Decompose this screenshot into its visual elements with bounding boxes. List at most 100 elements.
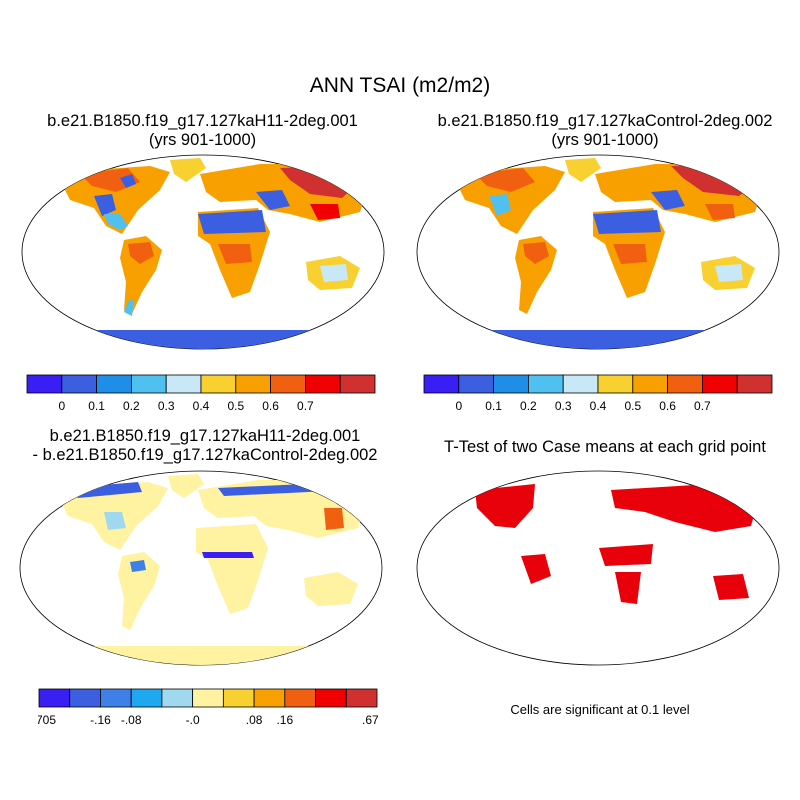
east-asia xyxy=(310,204,340,220)
colorbar-swatch xyxy=(38,688,71,708)
colorbar-swatch xyxy=(304,374,341,394)
colorbar-label: 0.7 xyxy=(297,399,314,413)
north-america xyxy=(455,166,565,234)
colorbar-swatch xyxy=(345,688,378,708)
panel-2-title-line2: (yrs 901-1000) xyxy=(551,131,659,149)
colorbar-label: .6797 xyxy=(362,713,378,727)
colorbar-swatch xyxy=(701,374,738,394)
congo xyxy=(613,244,647,264)
panel-3-title-line1: b.e21.B1850.f19_g17.127kaH11-2deg.001 xyxy=(49,427,361,445)
amazon xyxy=(130,560,146,572)
map-significance xyxy=(416,470,780,666)
colorbar-1: 0 0.1 0.2 0.3 0.4 0.5 0.6 0.7 xyxy=(26,374,376,413)
colorbar-label: 0.6 xyxy=(659,399,676,413)
colorbar-swatch xyxy=(96,374,132,394)
colorbar-swatch xyxy=(61,374,97,394)
middle-east xyxy=(256,190,290,210)
greenland xyxy=(168,474,204,498)
colorbar-label: 0.1 xyxy=(88,399,105,413)
colorbar-label: -.08 xyxy=(121,713,142,727)
north-america-arid xyxy=(489,194,511,216)
panel-3-title-line2: - b.e21.B1850.f19_g17.127kaControl-2deg.… xyxy=(32,446,378,464)
colorbar-label: 0.5 xyxy=(624,399,641,413)
africa xyxy=(196,524,268,614)
colorbar-swatch xyxy=(632,374,669,394)
colorbar-swatch xyxy=(26,374,63,394)
colorbar-label: 0.7 xyxy=(694,399,711,413)
panel-1-title: b.e21.B1850.f19_g17.127kaH11-2deg.001 (y… xyxy=(20,112,385,150)
colorbar-swatch xyxy=(458,374,494,394)
panel-3-title: b.e21.B1850.f19_g17.127kaH11-2deg.001 - … xyxy=(10,427,400,465)
sahara xyxy=(593,210,661,234)
map-case-control xyxy=(416,154,780,350)
colorbar-label: .08 xyxy=(246,713,263,727)
east-asia xyxy=(324,508,344,530)
colorbar-swatch xyxy=(165,374,202,394)
colorbar-swatch xyxy=(597,374,634,394)
colorbar-swatch xyxy=(284,688,316,708)
antarctica xyxy=(20,646,382,665)
colorbar-label: .16 xyxy=(276,713,293,727)
panel-2-title-line1: b.e21.B1850.f19_g17.127kaControl-2deg.00… xyxy=(437,112,773,130)
colorbar-swatch xyxy=(161,688,194,708)
colorbar-swatch xyxy=(130,688,163,708)
colorbar-swatch xyxy=(667,374,703,394)
panel-2-title: b.e21.B1850.f19_g17.127kaControl-2deg.00… xyxy=(415,112,795,150)
middle-east xyxy=(651,190,685,210)
us-east xyxy=(104,512,126,530)
main-title: ANN TSAI (m2/m2) xyxy=(309,74,491,97)
sahel xyxy=(202,552,254,558)
arctic-canada xyxy=(68,482,142,498)
colorbar-label: 0 xyxy=(455,399,462,413)
panel-1-title-line2: (yrs 901-1000) xyxy=(148,131,257,149)
amazon xyxy=(128,242,154,264)
patagonia xyxy=(124,298,134,316)
colorbar-swatch xyxy=(339,374,376,394)
colorbar-label: 0.2 xyxy=(520,399,537,413)
colorbar-swatch xyxy=(131,374,167,394)
north-america-arid xyxy=(94,194,116,216)
sig-north-america xyxy=(475,484,535,528)
map-case-h11 xyxy=(21,154,385,350)
colorbar-swatch xyxy=(253,688,286,708)
panel-4-title: T-Test of two Case means at each grid po… xyxy=(415,438,795,457)
colorbar-swatch xyxy=(69,688,101,708)
australia-interior xyxy=(320,264,348,282)
colorbar-swatch xyxy=(235,374,272,394)
sahara xyxy=(198,210,266,234)
greenland xyxy=(565,158,601,182)
greenland xyxy=(170,158,206,182)
colorbar-label: 0.6 xyxy=(262,399,279,413)
sig-africa-south xyxy=(615,572,641,604)
australia-interior xyxy=(715,264,743,282)
australia xyxy=(304,572,358,606)
colorbar-swatch xyxy=(528,374,564,394)
panel-1-title-line1: b.e21.B1850.f19_g17.127kaH11-2deg.001 xyxy=(47,112,358,130)
colorbar-swatch xyxy=(192,688,224,708)
amazon xyxy=(523,242,549,264)
colorbar-label: 0.4 xyxy=(590,399,607,413)
colorbar-label: 0.2 xyxy=(123,399,140,413)
colorbar-2: 0 0.1 0.2 0.3 0.4 0.5 0.6 0.7 xyxy=(423,374,773,413)
colorbar-label: -.16 xyxy=(90,713,111,727)
colorbar-swatch xyxy=(315,688,347,708)
sig-south-america xyxy=(521,554,551,584)
colorbar-swatch xyxy=(270,374,306,394)
significance-note: Cells are significant at 0.1 level xyxy=(510,702,690,717)
north-america-mexico xyxy=(104,214,128,230)
north-america xyxy=(60,166,170,234)
colorbar-swatch xyxy=(222,688,255,708)
colorbar-label: 0 xyxy=(58,399,65,413)
colorbar-swatch xyxy=(562,374,599,394)
sig-australia xyxy=(713,574,749,600)
south-america xyxy=(118,552,160,630)
colorbar-label: 0.3 xyxy=(555,399,572,413)
map-difference xyxy=(19,470,383,666)
colorbar-swatch xyxy=(200,374,237,394)
hudson-region xyxy=(120,174,136,188)
colorbar-label: 0.1 xyxy=(485,399,502,413)
colorbar-swatch xyxy=(423,374,460,394)
congo xyxy=(218,244,252,264)
